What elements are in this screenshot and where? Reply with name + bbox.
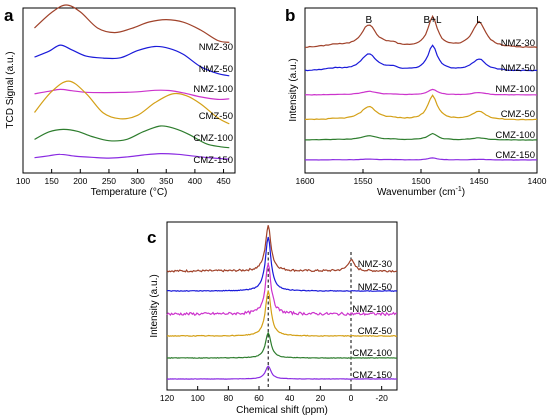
panel-a-label-nmz-30: NMZ-30 — [199, 42, 233, 53]
panel-a-curve-nmz-50 — [34, 44, 230, 77]
panel-a-label-nmz-100: NMZ-100 — [193, 84, 233, 95]
panel-a-curve-nmz-30 — [34, 4, 230, 43]
panel-c-label-nmz-50: NMZ-50 — [358, 282, 392, 293]
panel-b-curve-cmz-50 — [305, 94, 537, 121]
panel-c-xtick-label: 60 — [254, 393, 264, 403]
panel-a-curve-cmz-50 — [34, 80, 230, 125]
panel-a-series-labels: NMZ-30 NMZ-50 NMZ-100 CMZ-50 CMZ-100 CMZ-150 — [193, 42, 233, 166]
panel-b-curve-cmz-100 — [304, 132, 538, 141]
panel-b-peak-l: L — [476, 15, 482, 26]
panel-a-curve-nmz-100 — [34, 88, 230, 101]
panel-b-peak-b: B — [365, 15, 372, 26]
panel-b-peak-b-l: B+L — [424, 15, 443, 26]
panel-b-curve-nmz-50 — [304, 44, 538, 72]
panel-c-curve-nmz-50 — [167, 236, 398, 292]
panel-b-label-nmz-100: NMZ-100 — [495, 84, 535, 95]
panel-a-xtick-label: 400 — [188, 176, 202, 186]
panel-b-xtick-label: 1600 — [296, 176, 315, 186]
panel-c: c 120 100 80 60 40 20 0 -20 NMZ-30 NMZ-50 NMZ-100… — [147, 221, 398, 416]
panel-b-letter: b — [285, 6, 295, 25]
panel-c-series-labels: NMZ-30 NMZ-50 NMZ-100 CMZ-50 CMZ-100 CMZ-150 — [352, 259, 392, 381]
panel-a-ylabel: TCD Signal (a.u.) — [5, 51, 16, 128]
panel-c-label-nmz-30: NMZ-30 — [358, 259, 392, 270]
panel-a-xtick-label: 150 — [45, 176, 59, 186]
panel-a-label-cmz-150: CMZ-150 — [193, 155, 233, 166]
panel-b-curves — [304, 14, 538, 161]
panel-b-label-cmz-150: CMZ-150 — [495, 150, 535, 161]
panel-b-label-cmz-50: CMZ-50 — [501, 109, 535, 120]
panel-b-xtick-label: 1450 — [470, 176, 489, 186]
panel-c-reference-lines — [267, 252, 352, 390]
panel-b-label-nmz-30: NMZ-30 — [501, 38, 535, 49]
panel-c-label-nmz-100: NMZ-100 — [352, 304, 392, 315]
panel-b-xtick-label: 1400 — [528, 176, 547, 186]
panel-a-xtick-label: 300 — [131, 176, 145, 186]
panel-a-frame — [22, 7, 236, 174]
panel-b-peak-labels: B B+L L — [365, 15, 482, 26]
panel-b-label-cmz-100: CMZ-100 — [495, 130, 535, 141]
panel-a-curve-cmz-100 — [34, 125, 230, 149]
panel-b-curve-nmz-30 — [305, 14, 538, 49]
panel-b-curve-nmz-100 — [304, 88, 538, 96]
panel-c-curve-cmz-150 — [166, 365, 398, 380]
panel-a-letter: a — [4, 6, 14, 25]
panel-c-xtick-label: 20 — [316, 393, 326, 403]
panel-c-label-cmz-150: CMZ-150 — [352, 370, 392, 381]
panel-c-xtick-label: 80 — [224, 393, 234, 403]
panel-a-xtick-label: 450 — [216, 176, 230, 186]
panel-b: b 1600 1550 1500 1450 1400 NMZ-30 NMZ-50 NMZ-1… — [285, 6, 547, 198]
panel-a-ticks: 100 150 200 250 300 350 400 450 — [16, 169, 231, 186]
panel-a-xlabel: Temperature (°C) — [91, 187, 168, 198]
panel-c-xlabel: Chemical shift (ppm) — [236, 405, 328, 416]
panel-c-curve-cmz-100 — [166, 331, 397, 359]
panel-c-ylabel: Intensity (a.u.) — [149, 274, 160, 337]
panel-c-curves — [166, 225, 398, 380]
panel-b-label-nmz-50: NMZ-50 — [501, 63, 535, 74]
panel-c-curve-nmz-30 — [166, 225, 398, 273]
panel-a-curve-cmz-150 — [34, 152, 230, 160]
panel-b-ylabel: Intensity (a.u.) — [288, 58, 299, 121]
panel-b-series-labels: NMZ-30 NMZ-50 NMZ-100 CMZ-50 CMZ-100 CMZ-150 — [495, 38, 535, 161]
panel-c-xtick-label: 40 — [285, 393, 295, 403]
panel-a-xtick-label: 350 — [159, 176, 173, 186]
panel-c-ticks: 120 100 80 60 40 20 0 -20 — [160, 386, 388, 403]
panel-b-xlabel: Wavenumber (cm-1) — [377, 186, 465, 198]
panel-a-xtick-label: 250 — [102, 176, 116, 186]
panel-b-xtick-label: 1500 — [412, 176, 431, 186]
panel-a-curves — [34, 4, 230, 160]
panel-c-frame — [166, 221, 398, 391]
panel-c-label-cmz-100: CMZ-100 — [352, 348, 392, 359]
panel-c-xtick-label: -20 — [376, 393, 389, 403]
panel-c-xtick-label: 100 — [191, 393, 205, 403]
panel-a-xtick-label: 200 — [73, 176, 87, 186]
panel-b-ticks: 1600 1550 1500 1450 1400 — [296, 169, 547, 186]
panel-c-curve-cmz-50 — [166, 290, 398, 337]
panel-a: a 100 150 200 250 300 350 400 450 NMZ-30NMZ-50N… — [4, 4, 236, 198]
panel-a-xtick-label: 100 — [16, 176, 30, 186]
panel-c-label-cmz-50: CMZ-50 — [358, 326, 392, 337]
panel-b-xtick-label: 1550 — [354, 176, 373, 186]
panel-c-xtick-label: 0 — [349, 393, 354, 403]
panel-a-label-nmz-50: NMZ-50 — [199, 64, 233, 75]
panel-c-curve-nmz-100 — [166, 261, 397, 317]
panel-a-label-cmz-50: CMZ-50 — [199, 111, 233, 122]
panel-c-letter: c — [147, 228, 156, 247]
panel-c-xtick-label: 120 — [160, 393, 174, 403]
panel-a-label-cmz-100: CMZ-100 — [193, 133, 233, 144]
panel-b-curve-cmz-150 — [305, 157, 537, 161]
